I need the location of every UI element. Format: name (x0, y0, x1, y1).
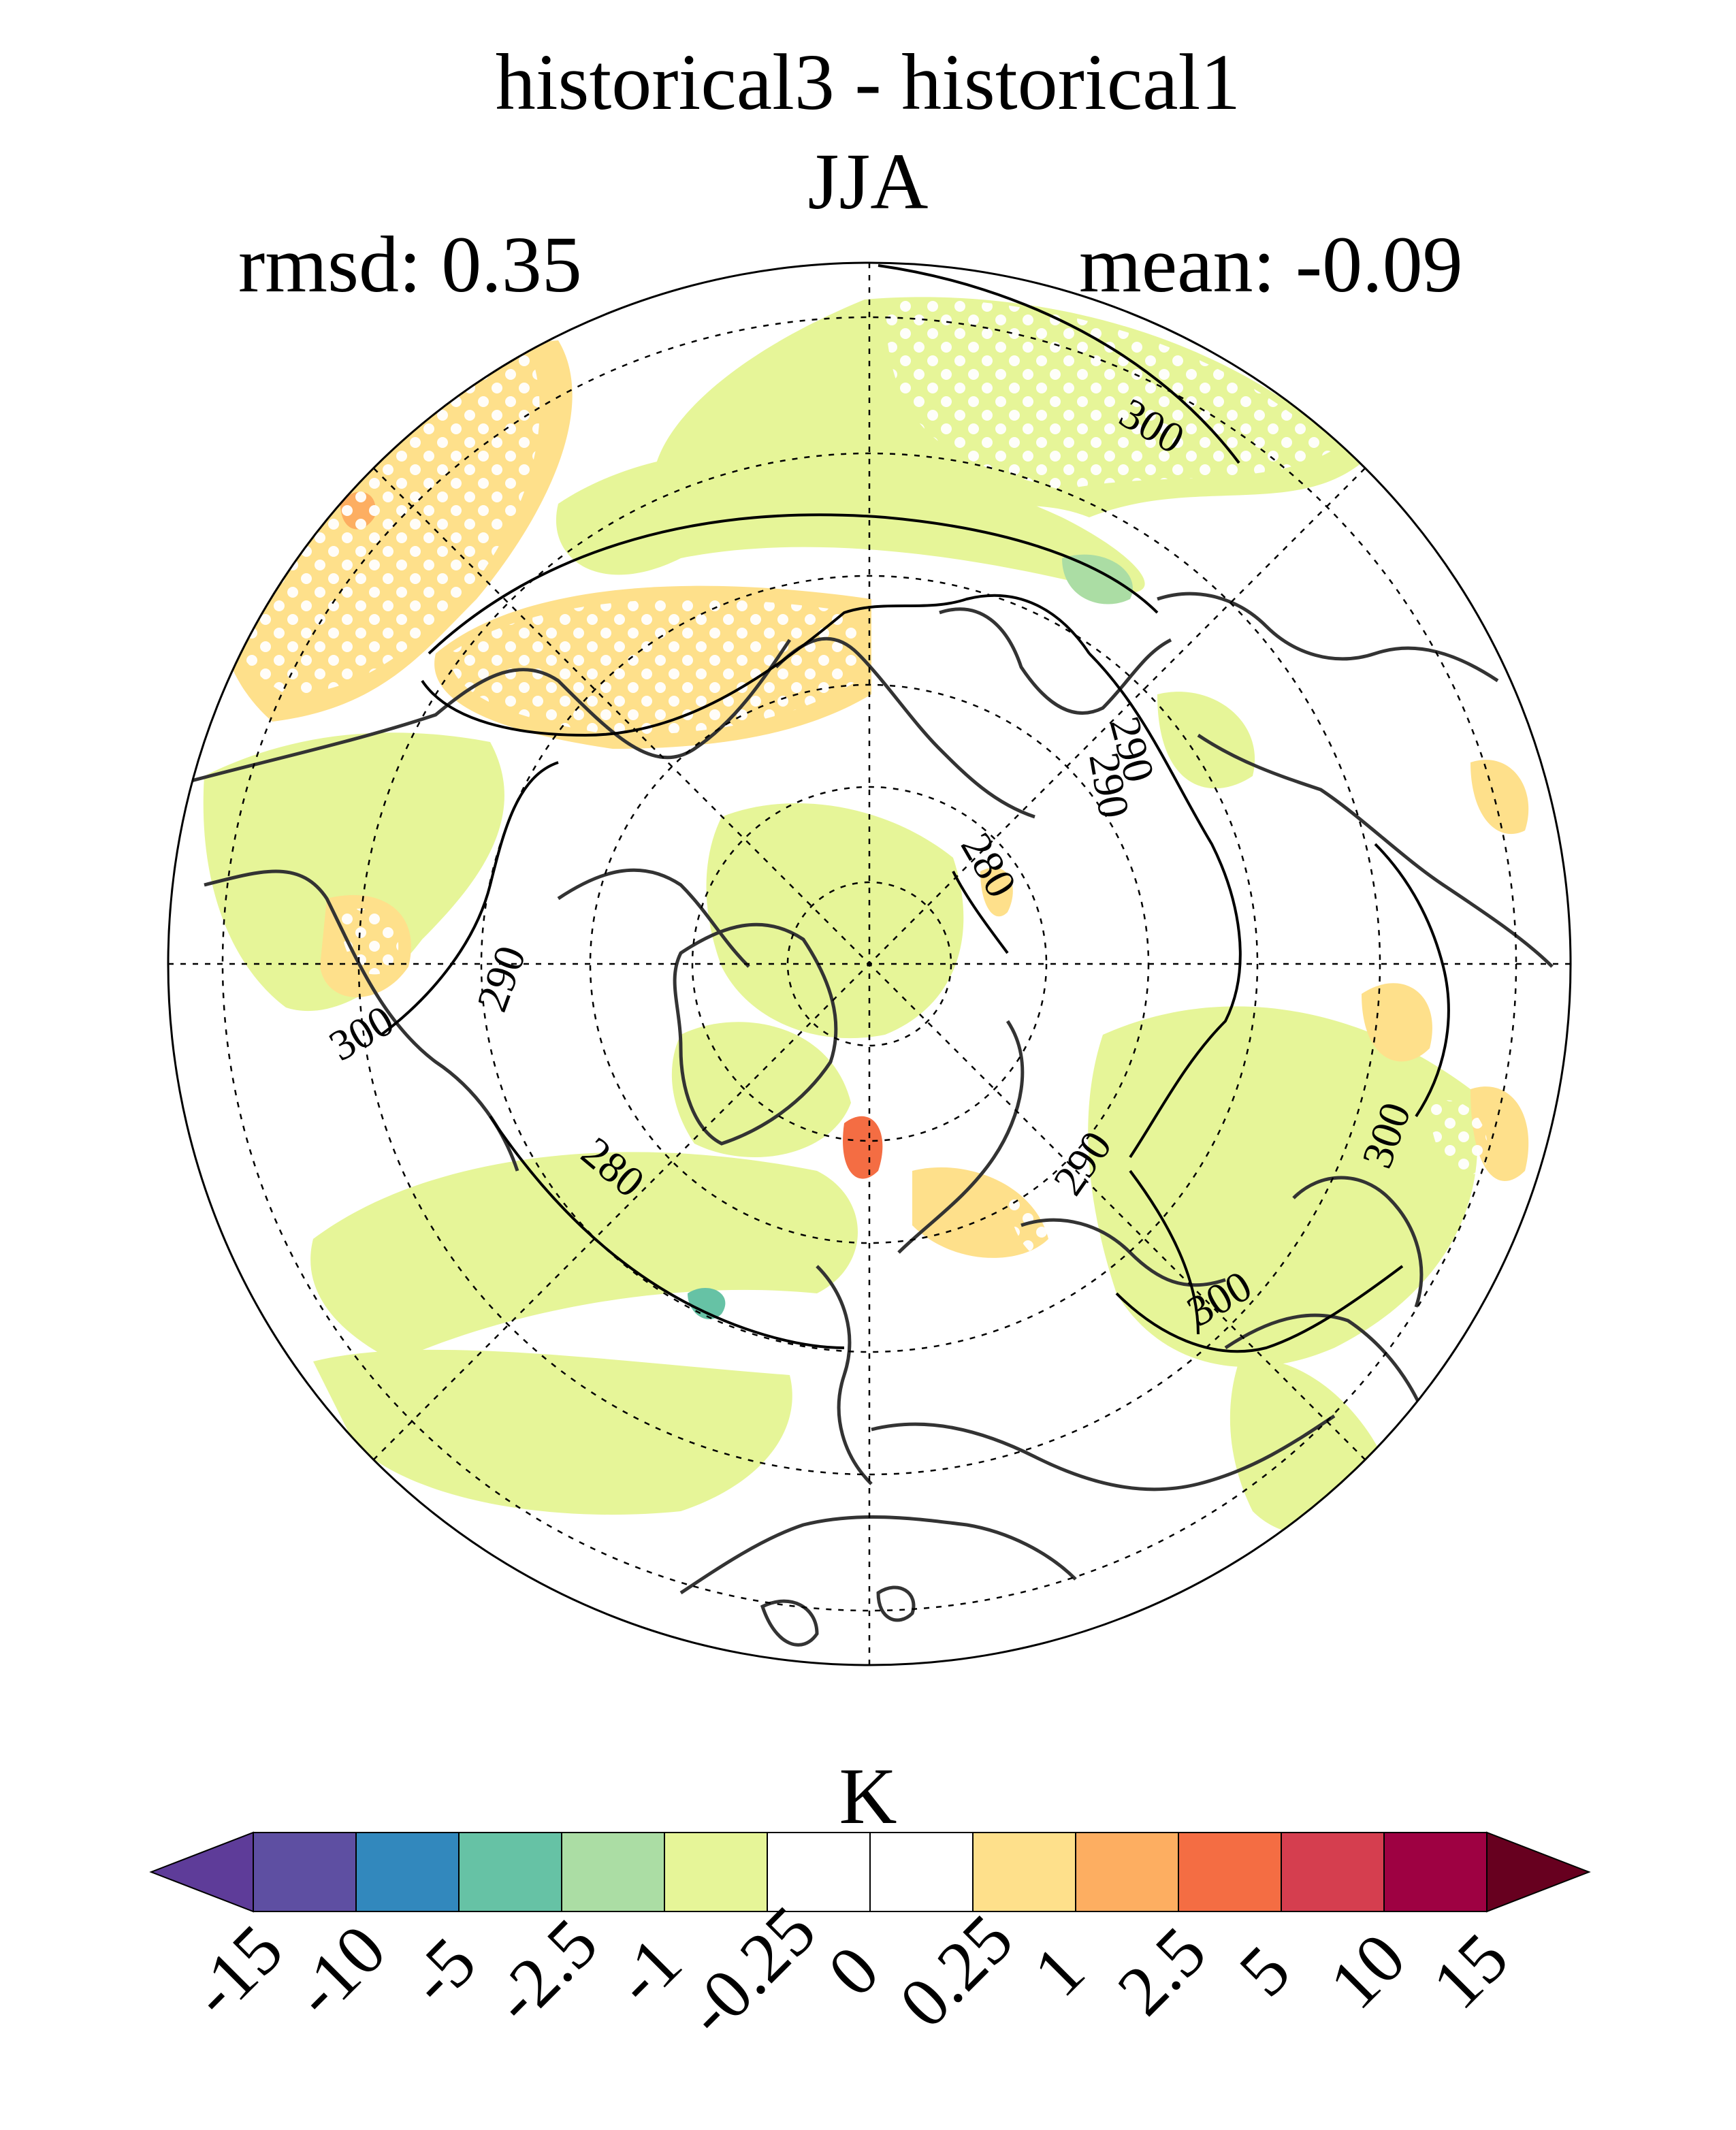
anomaly-region-atlantic (310, 1152, 858, 1361)
graticule (168, 263, 1571, 1665)
colorbar-tick-label: 0.25 (885, 1900, 1028, 2043)
anomaly-region-greenland (671, 1022, 851, 1157)
map-border (167, 261, 1572, 1666)
colorbar-box (253, 1832, 357, 1912)
map-title: historical3 - historical1 (495, 37, 1241, 127)
colorbar-tick-label: -15 (176, 1910, 298, 2032)
colorbar-box (869, 1832, 974, 1912)
colorbar-tick-label: -10 (278, 1910, 400, 2032)
colorbar-tick-label: 1 (1019, 1931, 1099, 2012)
colorbar-tick-label: 10 (1315, 1918, 1420, 2024)
anomaly-region-north-america (203, 732, 504, 1012)
contour-label: 290 (1080, 749, 1139, 822)
colorbar-box (1178, 1832, 1282, 1912)
coastlines (183, 592, 1554, 1647)
colorbar-tick-label: -0.25 (671, 1891, 831, 2051)
colorbar-extend-high (1486, 1831, 1591, 1913)
colorbar-box (972, 1832, 1076, 1912)
anomaly-region-arctic (706, 803, 964, 1039)
colorbar-box (458, 1832, 562, 1912)
colorbar-tick-label: 5 (1225, 1931, 1305, 2012)
significance-stippling (227, 298, 1488, 1263)
colorbar-tick-label: 0 (814, 1931, 894, 2012)
colorbar-tick-label: 15 (1417, 1918, 1523, 2024)
season-subtitle: JJA (807, 137, 929, 226)
colorbar-box (1383, 1832, 1488, 1912)
rmsd-label: rmsd: 0.35 (238, 220, 582, 309)
colorbar-box (767, 1832, 871, 1912)
colorbar-tick-label: 2.5 (1103, 1912, 1221, 2030)
colorbar-tick-label: -5 (393, 1922, 491, 2020)
mean-label: mean: -0.09 (1079, 220, 1463, 309)
colorbar-box (664, 1832, 768, 1912)
colorbar-box (1281, 1832, 1385, 1912)
colorbar-box (1075, 1832, 1179, 1912)
colorbar-box (561, 1832, 665, 1912)
climatology-contours (380, 264, 1450, 1353)
colorbar-unit: K (839, 1752, 897, 1841)
colorbar-tick-label: -2.5 (478, 1904, 613, 2039)
colorbar-box (355, 1832, 460, 1912)
anomaly-region-pacific-ring (556, 449, 1145, 594)
colorbar-extend-low (149, 1831, 254, 1913)
anomaly-region-eurasia (1088, 1006, 1478, 1368)
